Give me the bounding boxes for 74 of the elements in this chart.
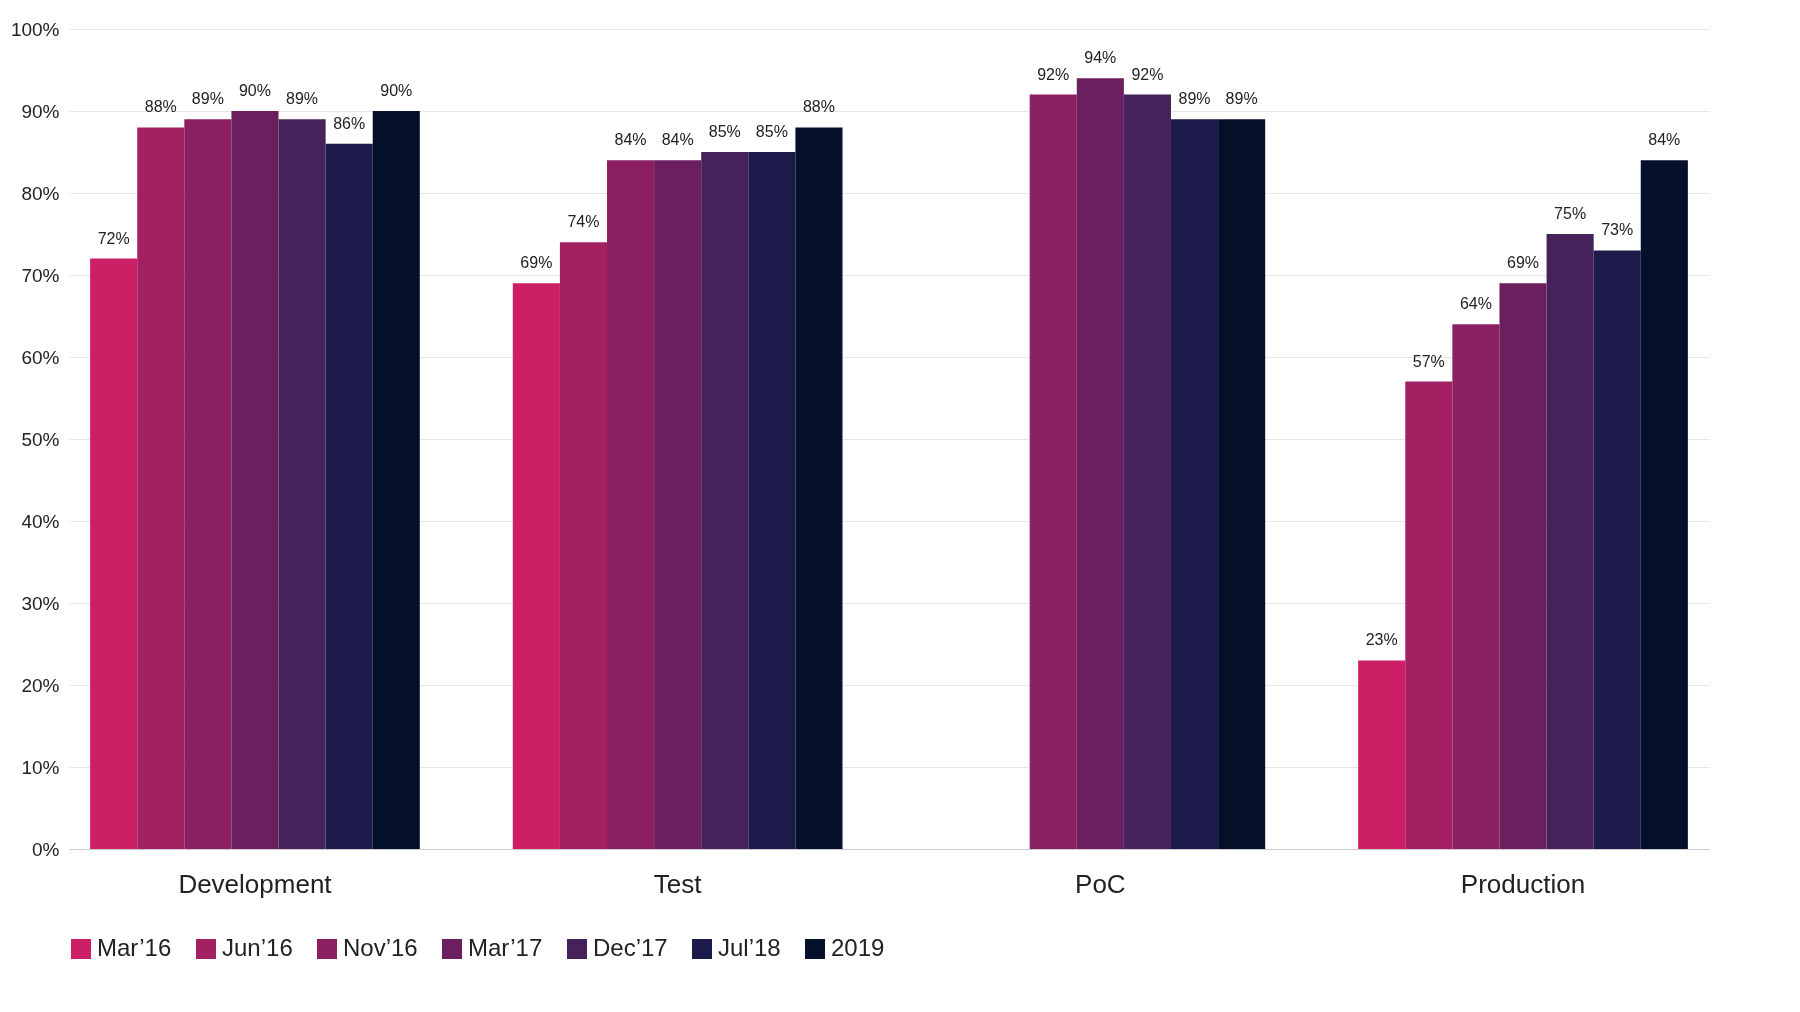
legend-label: 2019 — [831, 934, 885, 961]
data-label: 84% — [614, 131, 647, 149]
x-tick-label: Test — [653, 868, 703, 899]
legend-label: Dec’17 — [593, 934, 668, 961]
x-tick-label: Development — [178, 868, 333, 899]
bar — [1170, 119, 1219, 849]
y-tick-label: 10% — [21, 756, 60, 778]
bar — [1499, 283, 1547, 849]
data-label: 88% — [144, 98, 177, 116]
y-tick-label: 90% — [21, 100, 60, 122]
data-label: 84% — [1648, 131, 1681, 149]
bar — [325, 143, 373, 849]
data-label: 57% — [1412, 352, 1445, 370]
bar — [559, 242, 608, 849]
legend-label: Jul’18 — [718, 934, 781, 961]
bar — [1218, 119, 1266, 849]
y-tick-label: 100% — [10, 18, 60, 40]
bar — [90, 258, 138, 849]
legend-label: Jun’16 — [222, 934, 293, 961]
y-tick-label: 80% — [21, 182, 60, 204]
bar — [1640, 160, 1688, 849]
data-label: 92% — [1131, 65, 1164, 83]
data-label: 72% — [97, 229, 130, 247]
bar — [184, 119, 232, 849]
data-label: 94% — [1084, 49, 1117, 67]
bar — [701, 152, 749, 849]
bar — [512, 283, 560, 849]
data-label: 90% — [238, 82, 271, 99]
data-label: 86% — [333, 114, 366, 132]
bar — [1123, 94, 1171, 849]
data-label: 88% — [802, 98, 835, 116]
bar — [1076, 78, 1124, 849]
y-tick-label: 70% — [21, 264, 60, 286]
bar — [654, 160, 702, 849]
data-label: 73% — [1601, 221, 1634, 239]
bar — [748, 152, 796, 849]
data-label: 89% — [1225, 90, 1258, 108]
data-label: 92% — [1037, 65, 1070, 83]
data-label: 85% — [708, 123, 741, 140]
data-label: 90% — [380, 82, 413, 99]
data-label: 89% — [286, 90, 319, 108]
bar — [231, 111, 279, 849]
y-tick-label: 20% — [21, 674, 60, 696]
data-label: 69% — [520, 254, 553, 272]
legend-label: Mar’16 — [97, 934, 172, 961]
y-tick-label: 40% — [21, 510, 60, 532]
bar — [1593, 250, 1641, 849]
bar — [1405, 381, 1453, 849]
bar — [1358, 660, 1406, 849]
legend-label: Nov’16 — [343, 934, 418, 961]
data-label: 23% — [1365, 631, 1398, 649]
x-tick-label: PoC — [1075, 868, 1126, 899]
y-tick-label: 0% — [32, 838, 60, 860]
bar — [372, 111, 420, 849]
bar — [607, 160, 655, 849]
y-tick-label: 50% — [21, 428, 60, 450]
data-label: 64% — [1459, 295, 1492, 313]
y-tick-label: 60% — [21, 346, 60, 368]
data-label: 85% — [755, 123, 788, 140]
data-label: 89% — [191, 90, 224, 108]
y-tick-label: 30% — [21, 592, 60, 614]
bar — [795, 127, 843, 849]
data-label: 89% — [1178, 90, 1211, 108]
x-tick-label: Production — [1460, 868, 1586, 899]
bar — [1546, 234, 1594, 849]
data-label: 69% — [1507, 254, 1540, 272]
bar — [137, 127, 185, 849]
data-label: 84% — [661, 131, 694, 149]
bar — [1452, 324, 1500, 849]
bar — [1029, 94, 1077, 849]
legend-label: Mar’17 — [468, 934, 543, 961]
data-label: 74% — [567, 213, 600, 231]
bar — [278, 119, 326, 849]
data-label: 75% — [1554, 205, 1587, 222]
